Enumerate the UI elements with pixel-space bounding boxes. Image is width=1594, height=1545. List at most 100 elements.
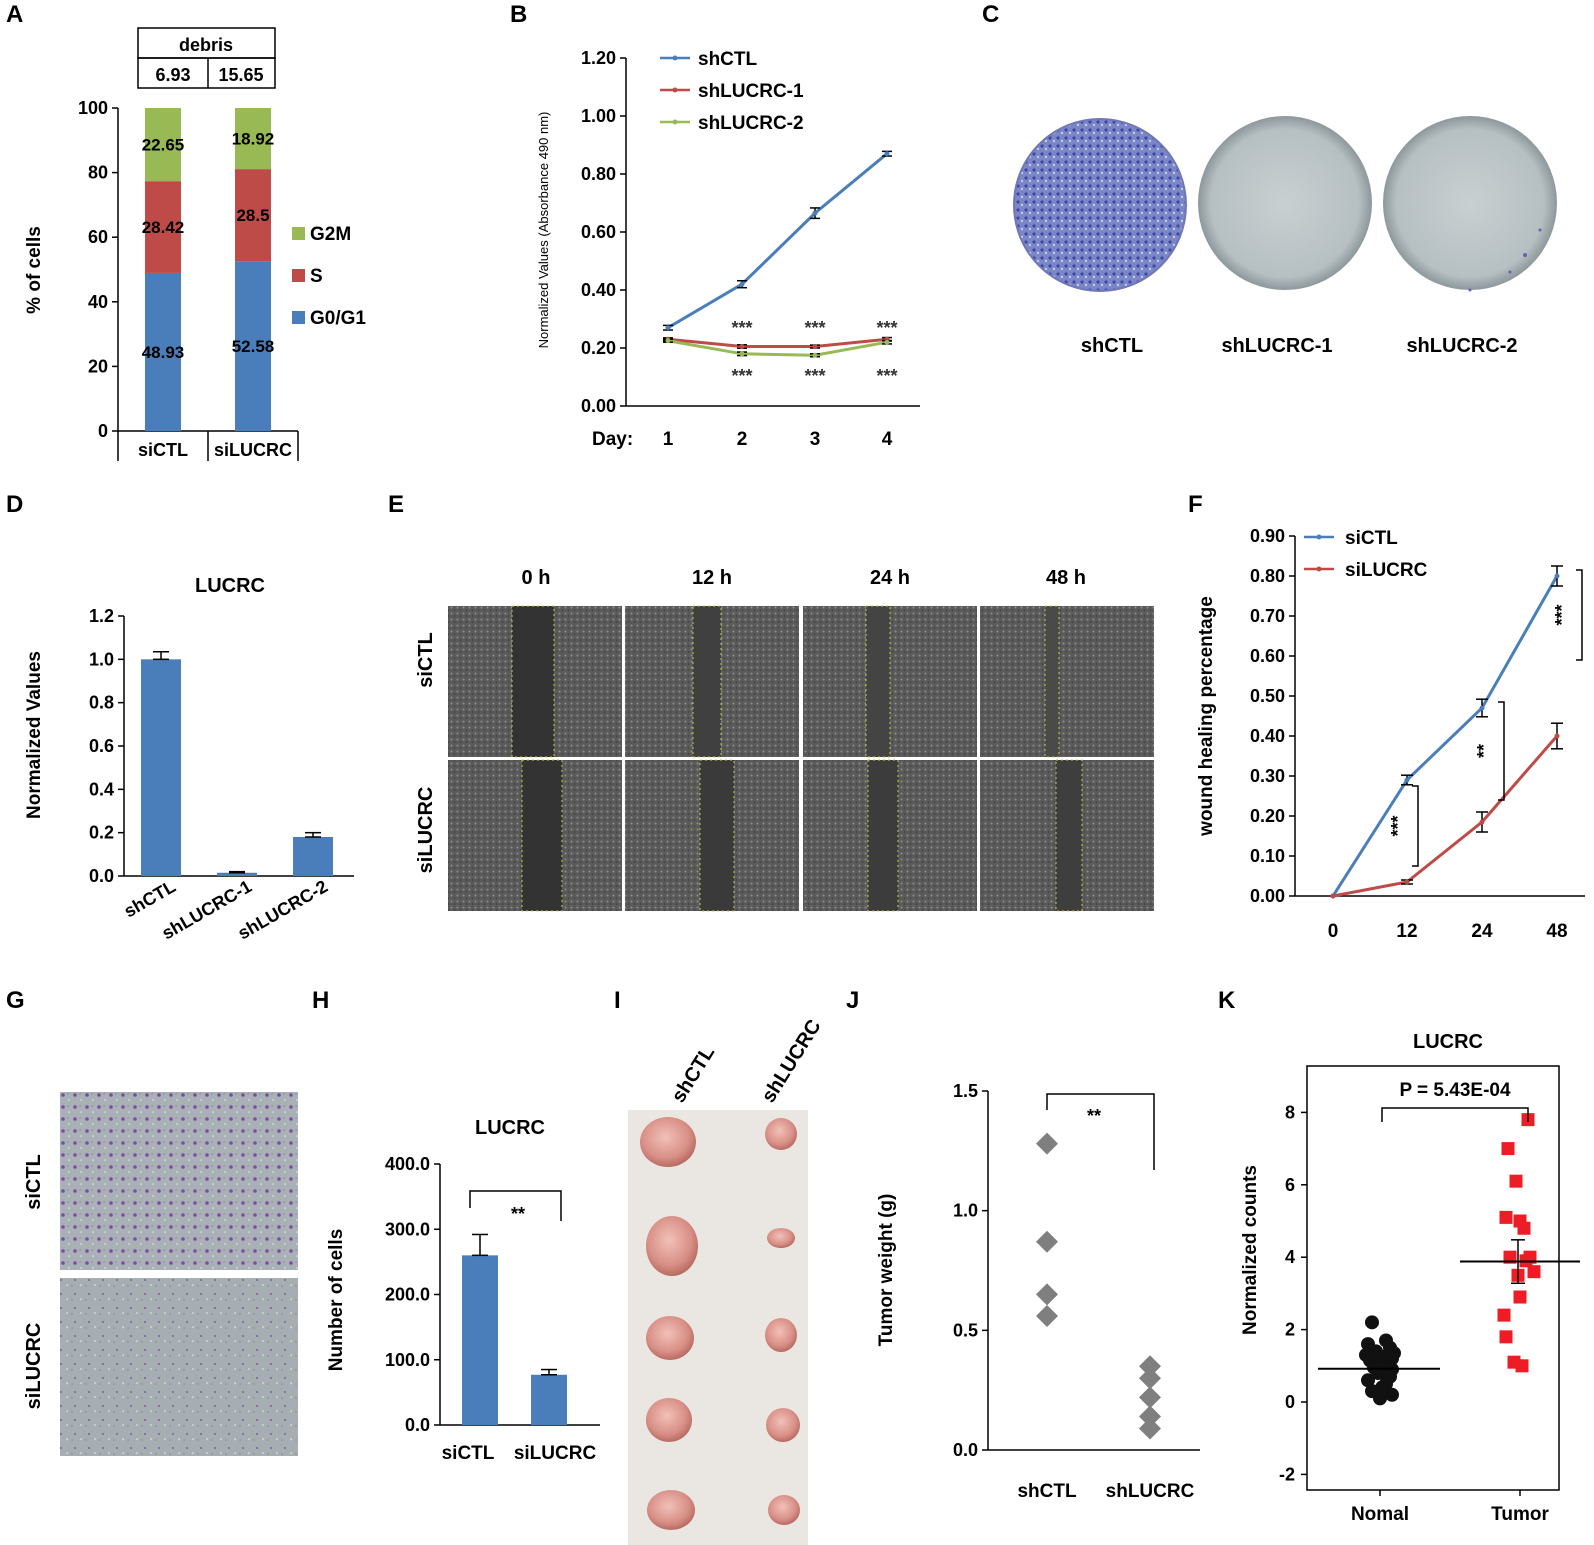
h-y-tick-label: 400.0: [385, 1154, 430, 1174]
b-y-tick-label: 1.20: [581, 48, 616, 68]
dish-image-shlucrc-1: [1198, 116, 1372, 290]
j-y-tick-label: 1.5: [953, 1081, 978, 1101]
b-data-point: [812, 352, 818, 358]
h-chart-title: LUCRC: [475, 1117, 545, 1139]
a-bar-segment: [145, 108, 181, 182]
panel-label-g: G: [6, 987, 25, 1014]
j-x-tick-label: shCTL: [1017, 1481, 1077, 1502]
d-y-tick-label: 1.0: [89, 649, 114, 669]
a-legend-swatch: [292, 269, 305, 282]
d-y-axis-title: Normalized Values: [24, 651, 45, 819]
k-x-tick-label: Tumor: [1491, 1504, 1549, 1525]
transwell-row-label-silucrc: siLUCRC: [23, 1323, 45, 1410]
tumor-col-label-shctl: shCTL: [668, 1042, 720, 1106]
panel-label-k: K: [1218, 987, 1236, 1014]
d-y-tick-label: 0.8: [89, 693, 114, 713]
j-data-point: [1139, 1367, 1161, 1390]
b-x-tick-label: 1: [663, 429, 674, 450]
f-legend-label: siCTL: [1345, 528, 1398, 549]
dish-label-shlucrc-1: shLUCRC-1: [1221, 335, 1332, 357]
j-significance-label: **: [1087, 1106, 1101, 1126]
b-x-tick-label: 4: [882, 429, 893, 450]
wound-image-grid: [448, 605, 1154, 912]
f-x-tick-label: 48: [1546, 921, 1567, 942]
panel-c-colony-images: shCTL shLUCRC-1 shLUCRC-2: [1013, 116, 1557, 357]
wound-col-label-0h: 0 h: [522, 567, 551, 589]
panel-label-e: E: [388, 491, 404, 518]
tumor-col-label-shlucrc: shLUCRC: [758, 1016, 826, 1107]
j-data-point: [1036, 1132, 1058, 1155]
b-y-axis-title: Normalized Values (Absorbance 490 nm): [536, 112, 551, 349]
panel-label-c: C: [982, 1, 999, 28]
panel-label-h: H: [312, 987, 329, 1014]
panel-label-d: D: [6, 491, 23, 518]
debris-value-silucrc: 15.65: [218, 65, 263, 85]
b-y-tick-label: 0.00: [581, 396, 616, 416]
k-y-tick-label: -2: [1279, 1464, 1295, 1484]
k-y-tick-label: 6: [1285, 1175, 1295, 1195]
f-legend-marker: [1316, 566, 1322, 572]
k-significance-bracket: [1381, 1107, 1529, 1122]
f-x-tick-label: 0: [1328, 921, 1339, 942]
k-y-tick-label: 4: [1285, 1247, 1295, 1267]
b-y-tick-label: 1.00: [581, 106, 616, 126]
f-y-tick-label: 0.10: [1250, 846, 1285, 866]
f-y-tick-label: 0.20: [1250, 806, 1285, 826]
h-y-tick-label: 0.0: [405, 1415, 430, 1435]
b-data-point: [665, 338, 671, 344]
a-legend-swatch: [292, 311, 305, 324]
j-x-tick-label: shLUCRC: [1106, 1481, 1195, 1502]
j-data-point: [1036, 1304, 1058, 1327]
a-legend-label: G2M: [310, 224, 351, 245]
f-significance-label: ***: [1388, 815, 1408, 836]
dish-image-shlucrc-2: [1383, 116, 1557, 290]
a-bar-value-label: 28.5: [236, 206, 269, 225]
b-significance-below: ***: [731, 366, 752, 386]
k-data-point-tumor: [1499, 1330, 1513, 1344]
d-y-tick-label: 1.2: [89, 606, 114, 626]
k-data-point-tumor: [1497, 1308, 1511, 1322]
a-y-axis-title: % of cells: [24, 226, 45, 314]
b-significance-below: ***: [804, 366, 825, 386]
wound-col-label-48h: 48 h: [1046, 567, 1086, 589]
f-data-point: [1404, 879, 1410, 885]
k-data-point-tumor: [1515, 1359, 1529, 1373]
d-bar: [141, 659, 181, 876]
a-legend-swatch: [292, 227, 305, 240]
d-chart-title: LUCRC: [195, 575, 265, 597]
b-series-line: [667, 152, 888, 329]
panel-label-i: I: [614, 987, 621, 1014]
f-data-point: [1404, 777, 1410, 783]
f-significance-label: **: [1474, 744, 1494, 758]
b-x-prefix: Day:: [592, 429, 633, 450]
k-y-tick-label: 8: [1285, 1102, 1295, 1122]
b-significance-above: ***: [804, 318, 825, 338]
b-series-line: [667, 339, 888, 357]
k-data-point-nomal: [1365, 1315, 1379, 1330]
a-bar-value-label: 18.92: [232, 130, 275, 149]
f-y-tick-label: 0.30: [1250, 766, 1285, 786]
a-bar-value-label: 48.93: [142, 343, 185, 362]
b-data-point: [739, 351, 745, 357]
f-y-tick-label: 0.40: [1250, 726, 1285, 746]
k-data-point-tumor: [1501, 1142, 1515, 1156]
a-y-tick-label: 40: [88, 292, 108, 312]
a-y-tick-label: 100: [78, 98, 108, 118]
b-y-tick-label: 0.20: [581, 338, 616, 358]
d-y-tick-label: 0.0: [89, 866, 114, 886]
f-y-tick-label: 0.80: [1250, 566, 1285, 586]
b-significance-below: ***: [876, 366, 897, 386]
a-legend-label: S: [310, 266, 323, 287]
a-x-tick-label: siLUCRC: [214, 440, 292, 460]
h-significance-bracket: [469, 1190, 562, 1221]
k-x-tick-label: Nomal: [1351, 1504, 1409, 1525]
a-x-tick-label: siCTL: [138, 440, 188, 460]
h-x-tick-label: siCTL: [442, 1443, 495, 1464]
dish-label-shlucrc-2: shLUCRC-2: [1406, 335, 1517, 357]
dish-label-shctl: shCTL: [1081, 335, 1143, 357]
a-bar-segment: [235, 108, 271, 170]
panel-f-line-chart: 0.00 0.10 0.20 0.30 0.40 0.50 0.60 0.70 0.80 0.90…: [1196, 526, 1585, 942]
b-legend-label: shLUCRC-1: [698, 81, 804, 102]
j-significance-bracket: [1046, 1093, 1155, 1170]
k-chart-title: LUCRC: [1413, 1031, 1483, 1053]
